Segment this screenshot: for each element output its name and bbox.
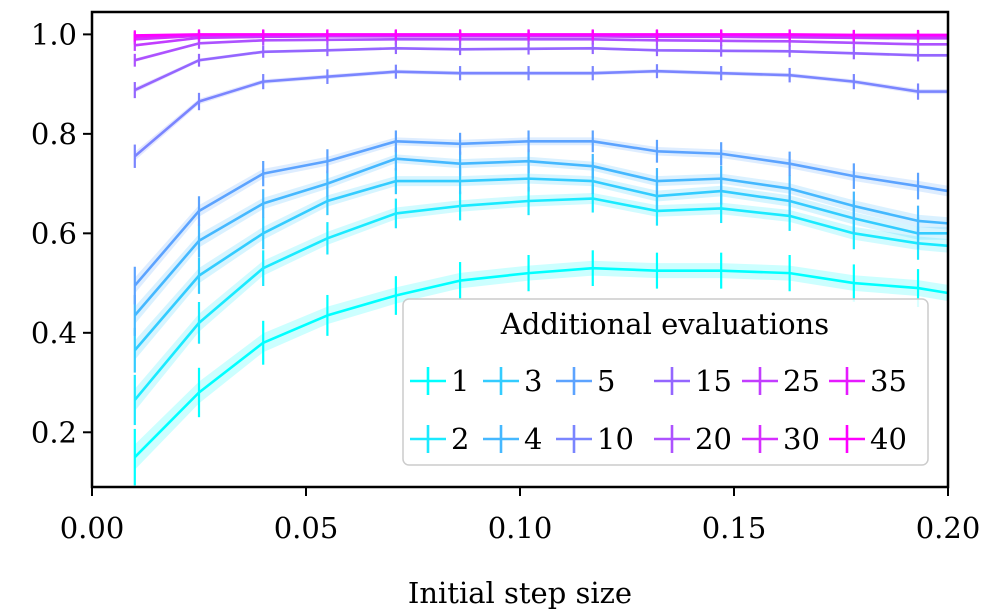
x-axis-title: Initial step size xyxy=(408,576,632,610)
legend-label: 3 xyxy=(524,364,542,398)
x-tick-label: 0.10 xyxy=(488,511,553,545)
legend-label: 5 xyxy=(597,364,615,398)
y-tick-label: 0.4 xyxy=(31,316,77,350)
line-series-40 xyxy=(134,33,948,37)
axes: 0.00 0.05 0.10 0.15 0.20 0.2 0.4 0.6 0.8 1.0 xyxy=(31,17,980,545)
legend: Additional evaluations 1 2 3 4 5 10 15 20 25 30 35… xyxy=(402,298,929,466)
series-lines xyxy=(133,29,949,486)
y-tick-label: 0.8 xyxy=(31,117,77,151)
legend-entry-1: 1 xyxy=(410,364,469,398)
legend-label: 40 xyxy=(870,422,907,456)
line-series-20 xyxy=(134,38,948,62)
y-tick-label: 0.6 xyxy=(31,216,77,250)
legend-entry-25: 25 xyxy=(742,364,820,398)
x-tick-label: 0.00 xyxy=(60,511,125,545)
line-series-5 xyxy=(133,140,949,287)
legend-label: 20 xyxy=(695,422,732,456)
legend-entry-40: 40 xyxy=(829,422,907,456)
legend-title: Additional evaluations xyxy=(500,307,829,341)
legend-entries: 1 2 3 4 5 10 15 20 25 30 35 40 xyxy=(410,364,907,456)
legend-entry-35: 35 xyxy=(829,364,907,398)
legend-entry-15: 15 xyxy=(654,364,732,398)
legend-entry-30: 30 xyxy=(742,422,820,456)
y-tick-label: 1.0 xyxy=(31,17,77,51)
legend-label: 15 xyxy=(695,364,732,398)
line-series-1 xyxy=(133,266,949,459)
x-tick-label: 0.05 xyxy=(274,511,339,545)
legend-entry-10: 10 xyxy=(556,422,634,456)
legend-label: 2 xyxy=(451,422,469,456)
line-series-10 xyxy=(133,69,948,158)
legend-label: 4 xyxy=(524,422,542,456)
legend-entry-3: 3 xyxy=(483,364,542,398)
legend-label: 35 xyxy=(870,364,907,398)
legend-label: 10 xyxy=(597,422,634,456)
legend-entry-5: 5 xyxy=(556,364,615,398)
x-tick-label: 0.20 xyxy=(916,511,981,545)
legend-label: 1 xyxy=(451,364,469,398)
x-tick-label: 0.15 xyxy=(702,511,767,545)
line-series-2 xyxy=(133,197,949,401)
y-tick-label: 0.2 xyxy=(31,415,77,449)
legend-entry-20: 20 xyxy=(654,422,732,456)
legend-label: 25 xyxy=(783,364,820,398)
line-series-4 xyxy=(133,157,949,317)
line-series-15 xyxy=(134,47,948,92)
legend-entry-4: 4 xyxy=(483,422,542,456)
legend-entry-2: 2 xyxy=(410,422,469,456)
line-series-3 xyxy=(133,177,948,352)
legend-label: 30 xyxy=(783,422,820,456)
